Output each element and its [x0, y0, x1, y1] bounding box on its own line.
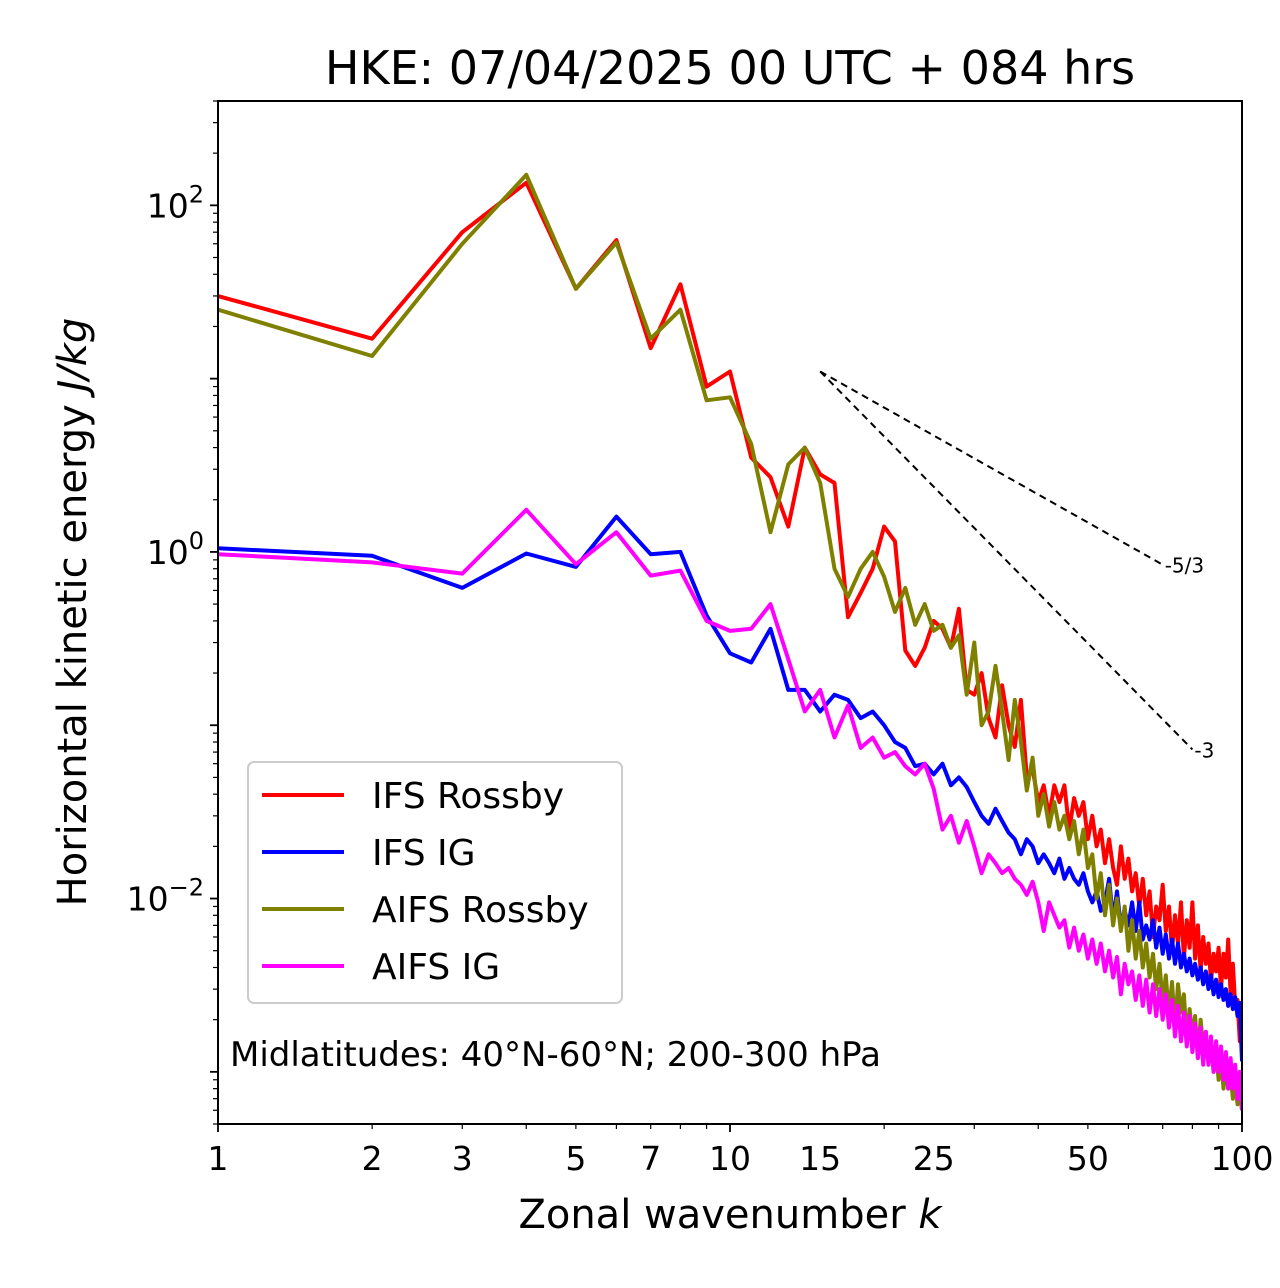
x-tick-label: 10: [709, 1139, 751, 1178]
x-tick-label: 100: [1211, 1139, 1274, 1178]
slope-label-1: -3: [1194, 738, 1214, 762]
reference-slopes: -5/3 -3: [819, 370, 1214, 762]
legend-box: [247, 761, 623, 1004]
x-axis-label: Zonal wavenumber k: [518, 1192, 943, 1238]
x-tick-label: 7: [640, 1139, 661, 1178]
series-line-ifs-rossby: [218, 180, 1242, 1044]
slope-line-0: [819, 370, 1164, 566]
legend-label: AIFS IG: [372, 947, 500, 988]
x-tick-label: 25: [913, 1139, 955, 1178]
legend-label: IFS Rossby: [372, 776, 564, 817]
x-tick-label: 2: [362, 1139, 383, 1178]
x-tick-label: 1: [208, 1139, 229, 1178]
x-axis-ticks: 1 2 3 5 7 10 15 25 50 100: [208, 1124, 1274, 1178]
y-tick-label: 10−2: [127, 874, 204, 919]
series-line-ifs-ig: [218, 514, 1242, 1062]
chart-title: HKE: 07/04/2025 00 UTC + 084 hrs: [325, 41, 1135, 95]
series-lines: [218, 172, 1242, 1111]
y-tick-label: 100: [147, 527, 204, 572]
legend-label: AIFS Rossby: [372, 890, 589, 931]
legend-label: IFS IG: [372, 833, 476, 874]
slope-line-1: [819, 370, 1194, 751]
plot-area: -5/3 -3: [217, 100, 1243, 1125]
x-tick-label: 50: [1067, 1139, 1109, 1178]
x-tick-label: 3: [452, 1139, 473, 1178]
region-annotation: Midlatitudes: 40°N-60°N; 200-300 hPa: [230, 1035, 881, 1075]
x-tick-label: 5: [565, 1139, 586, 1178]
y-axis-ticks: 102 100 10−2: [127, 100, 218, 1125]
series-line-aifs-ig: [218, 507, 1242, 1111]
y-tick-label: 102: [147, 180, 204, 225]
legend: IFS Rossby IFS IG AIFS Rossby AIFS IG: [247, 761, 623, 1004]
x-tick-label: 15: [799, 1139, 841, 1178]
slope-label-0: -5/3: [1165, 554, 1204, 578]
y-axis-label: Horizontal kinetic energy J/kg: [50, 318, 96, 907]
